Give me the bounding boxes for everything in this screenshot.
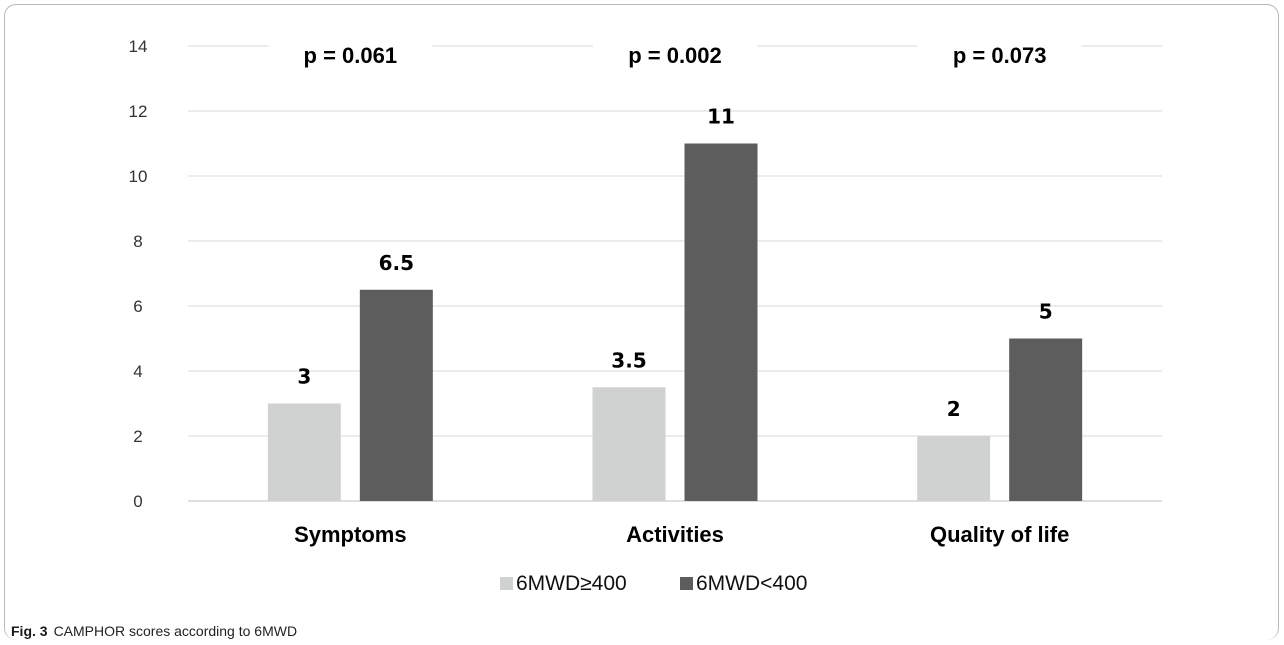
legend-label: 6MWD<400	[696, 572, 807, 595]
x-tick-label: Activities	[626, 522, 724, 547]
y-tick-label: 0	[133, 492, 142, 511]
figure-caption: Fig. 3 CAMPHOR scores according to 6MWD	[11, 623, 297, 639]
figure-frame	[4, 4, 1279, 640]
figure-caption-text: CAMPHOR scores according to 6MWD	[53, 623, 298, 639]
y-tick-label: 6	[133, 297, 142, 316]
legend-swatch	[500, 577, 513, 590]
bar	[1009, 338, 1083, 501]
annotation-backdrop	[593, 33, 757, 77]
data-label: 3.5	[611, 348, 646, 372]
y-tick-label: 4	[133, 362, 142, 381]
y-tick-label: 14	[129, 37, 148, 56]
annotation-backdrop	[917, 33, 1082, 77]
y-tick-label: 12	[129, 102, 148, 121]
p-value-annotation: p = 0.002	[628, 43, 722, 68]
bar	[359, 289, 433, 501]
data-label: 5	[1039, 300, 1053, 324]
annotation-backdrop	[268, 33, 433, 77]
data-label: 3	[297, 365, 311, 389]
p-value-annotation: p = 0.073	[953, 43, 1047, 68]
figure-label: Fig. 3	[11, 623, 48, 639]
bar	[592, 387, 666, 501]
y-tick-label: 8	[133, 232, 142, 251]
x-tick-label: Symptoms	[294, 522, 406, 547]
bar	[917, 436, 991, 501]
data-label: 11	[707, 105, 735, 129]
bar-chart: 0 2 4 6 8 10 12 14 p = 0.061 3 6.5 Symptoms p = 0.00…	[128, 33, 1162, 595]
x-tick-label: Quality of life	[930, 522, 1069, 547]
legend-label: 6MWD≥400	[516, 572, 627, 595]
y-tick-label: 10	[129, 167, 148, 186]
legend-swatch	[680, 577, 693, 590]
data-label: 2	[947, 397, 961, 421]
data-label: 6.5	[379, 251, 414, 275]
bar	[267, 403, 341, 501]
bar	[684, 143, 758, 501]
p-value-annotation: p = 0.061	[304, 43, 398, 68]
y-tick-label: 2	[133, 427, 142, 446]
